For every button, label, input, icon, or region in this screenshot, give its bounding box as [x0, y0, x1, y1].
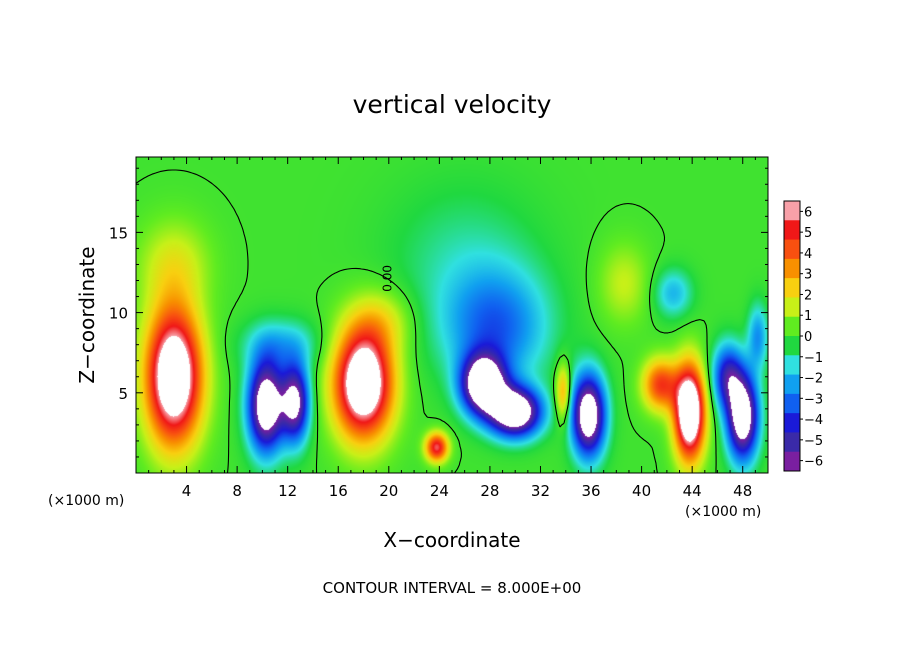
colorbar-tick-label: 3	[804, 268, 812, 283]
colorbar-tick-label: 0	[804, 330, 812, 345]
y-tick-label: 10	[109, 305, 128, 323]
plot-area: 0.00	[135, 156, 769, 474]
y-axis-label: Z−coordinate	[75, 246, 99, 383]
x-tick-label: 24	[430, 482, 449, 500]
colorbar-swatch	[784, 201, 800, 221]
y-tick-label: 5	[118, 385, 128, 403]
heatmap-field	[136, 157, 768, 473]
x-tick-label: 20	[379, 482, 398, 500]
colorbar-swatch	[784, 432, 800, 453]
x-tick-label: 8	[232, 482, 242, 500]
colorbar-swatch	[784, 316, 800, 337]
contour-interval-footer: CONTOUR INTERVAL = 8.000E+00	[323, 579, 582, 597]
colorbar-swatch	[784, 336, 800, 356]
y-tick-label: 15	[109, 224, 128, 242]
x-tick-label: 32	[531, 482, 550, 500]
colorbar-tick-label: −6	[804, 455, 823, 470]
colorbar-swatch	[784, 278, 800, 298]
colorbar-swatch	[784, 258, 800, 279]
x-tick-label: 48	[733, 482, 752, 500]
x-tick-label: 44	[683, 482, 702, 500]
colorbar-swatch	[784, 393, 800, 414]
colorbar-tick-label: 2	[804, 288, 812, 303]
colorbar: 6 5 4 3 2 1 0 −1 −2 −3 −4 −5 −6	[783, 200, 823, 472]
colorbar-tick-label: 5	[804, 226, 812, 241]
colorbar-tick-label: −1	[804, 351, 823, 366]
chart-title: vertical velocity	[353, 90, 552, 119]
x-tick-label: 16	[329, 482, 348, 500]
zero-contours: 0.00	[135, 169, 717, 474]
colorbar-tick-label: −2	[804, 372, 823, 387]
colorbar-tick-label: 4	[804, 247, 812, 262]
contour-label: 0.00	[380, 265, 394, 292]
x-tick-label: 40	[632, 482, 651, 500]
zero-contour-line	[135, 169, 717, 474]
x-tick-label: 12	[278, 482, 297, 500]
x-unit-left: (×1000 m)	[48, 493, 124, 509]
x-axis-label: X−coordinate	[383, 528, 520, 552]
colorbar-swatch	[784, 239, 800, 260]
colorbar-tick-label: 6	[804, 205, 812, 220]
x-tick-label: 28	[480, 482, 499, 500]
colorbar-tick-label: 1	[804, 309, 812, 324]
colorbar-swatch	[784, 297, 800, 318]
colorbar-swatch	[784, 413, 800, 433]
colorbar-swatch	[784, 374, 800, 395]
y-axis: 5 10 15	[109, 167, 768, 458]
x-tick-label: 36	[581, 482, 600, 500]
colorbar-tick-label: −5	[804, 434, 823, 449]
colorbar-tick-label: −4	[804, 413, 823, 428]
colorbar-swatch	[784, 220, 800, 241]
x-axis: 4 8 12 16 20 24 28 32 36 40 44 48	[148, 157, 756, 500]
x-unit-right: (×1000 m)	[685, 504, 761, 520]
colorbar-tick-label: −3	[804, 392, 823, 407]
x-tick-label: 4	[182, 482, 192, 500]
colorbar-swatch	[784, 451, 800, 472]
colorbar-swatch	[784, 355, 800, 376]
